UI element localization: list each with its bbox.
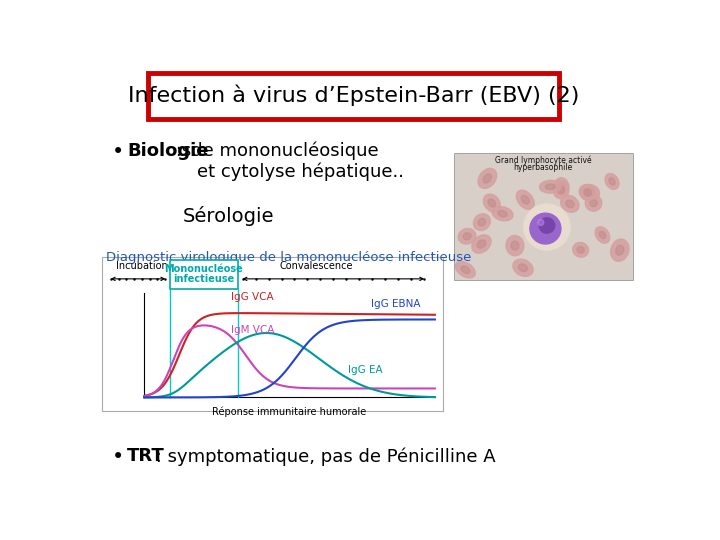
Circle shape xyxy=(538,219,544,226)
Text: Biologie: Biologie xyxy=(127,142,209,160)
Ellipse shape xyxy=(516,190,534,210)
Text: TRT: TRT xyxy=(127,448,165,465)
Ellipse shape xyxy=(554,178,569,195)
Text: et cytolyse hépatique..: et cytolyse hépatique.. xyxy=(197,163,404,181)
Ellipse shape xyxy=(521,195,529,204)
Ellipse shape xyxy=(478,168,497,188)
Text: :sde mononucléosique: :sde mononucléosique xyxy=(170,142,379,160)
Ellipse shape xyxy=(483,174,492,183)
Ellipse shape xyxy=(584,189,591,196)
Text: IgG EBNA: IgG EBNA xyxy=(371,299,420,309)
Ellipse shape xyxy=(616,245,624,255)
Ellipse shape xyxy=(585,189,594,196)
Ellipse shape xyxy=(580,185,600,201)
FancyBboxPatch shape xyxy=(148,72,559,119)
Ellipse shape xyxy=(473,214,490,231)
Ellipse shape xyxy=(595,227,610,243)
Text: •: • xyxy=(112,142,124,162)
Ellipse shape xyxy=(605,173,619,190)
Circle shape xyxy=(539,218,554,233)
Ellipse shape xyxy=(590,199,598,207)
Text: IgM VCA: IgM VCA xyxy=(231,325,275,335)
Ellipse shape xyxy=(611,239,629,261)
Ellipse shape xyxy=(577,246,584,253)
Ellipse shape xyxy=(553,180,569,199)
Text: Réponse immunitaire humorale: Réponse immunitaire humorale xyxy=(212,407,366,417)
Ellipse shape xyxy=(566,200,574,207)
Ellipse shape xyxy=(458,228,476,244)
Ellipse shape xyxy=(488,199,495,207)
Text: Diagnostic virologique de la mononucléose infectieuse: Diagnostic virologique de la mononucléos… xyxy=(106,251,471,264)
Text: IgG VCA: IgG VCA xyxy=(231,292,274,302)
Ellipse shape xyxy=(477,240,486,248)
Text: : symptomatique, pas de Pénicilline A: : symptomatique, pas de Pénicilline A xyxy=(150,448,496,466)
Text: Infection à virus d’Epstein-Barr (EBV) (2): Infection à virus d’Epstein-Barr (EBV) (… xyxy=(128,85,579,106)
Ellipse shape xyxy=(557,186,564,194)
Ellipse shape xyxy=(456,261,475,278)
Text: hyperbasophile: hyperbasophile xyxy=(514,164,573,172)
Ellipse shape xyxy=(572,242,588,257)
Ellipse shape xyxy=(492,206,513,221)
Ellipse shape xyxy=(599,231,606,239)
Ellipse shape xyxy=(558,183,565,191)
Circle shape xyxy=(530,213,561,244)
Ellipse shape xyxy=(483,194,500,212)
Bar xyxy=(102,257,443,411)
Ellipse shape xyxy=(580,184,596,200)
Ellipse shape xyxy=(561,195,579,212)
Circle shape xyxy=(523,204,570,250)
Bar xyxy=(170,260,238,289)
Ellipse shape xyxy=(518,264,528,272)
Ellipse shape xyxy=(463,233,471,240)
Text: Grand lymphocyte activé: Grand lymphocyte activé xyxy=(495,156,592,165)
Ellipse shape xyxy=(506,235,524,256)
Text: Incubation: Incubation xyxy=(116,261,167,271)
Ellipse shape xyxy=(539,222,546,228)
Text: Convalescence: Convalescence xyxy=(280,261,354,271)
Text: Sérologie: Sérologie xyxy=(183,206,274,226)
Ellipse shape xyxy=(546,184,555,190)
Ellipse shape xyxy=(609,178,615,185)
Ellipse shape xyxy=(472,235,491,253)
Ellipse shape xyxy=(513,259,533,276)
Ellipse shape xyxy=(478,218,486,226)
Ellipse shape xyxy=(511,241,519,250)
Text: Mononucléose: Mononucléose xyxy=(165,264,243,274)
Ellipse shape xyxy=(534,218,552,232)
Text: infectieuse: infectieuse xyxy=(174,274,235,284)
Bar xyxy=(454,153,632,280)
Ellipse shape xyxy=(461,266,470,273)
Ellipse shape xyxy=(585,195,602,211)
Text: •: • xyxy=(112,448,124,468)
Ellipse shape xyxy=(498,211,508,217)
Ellipse shape xyxy=(539,180,561,193)
Text: IgG EA: IgG EA xyxy=(348,365,382,375)
